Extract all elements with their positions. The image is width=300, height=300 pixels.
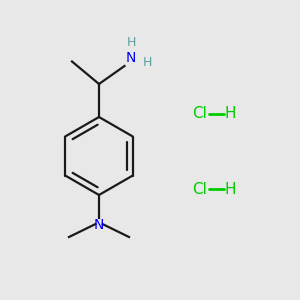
Text: H: H	[143, 56, 152, 70]
Text: H: H	[225, 182, 236, 196]
Text: H: H	[127, 36, 136, 49]
Text: H: H	[225, 106, 236, 122]
Text: N: N	[126, 50, 136, 64]
Text: N: N	[94, 218, 104, 233]
Text: Cl: Cl	[192, 106, 207, 122]
Text: Cl: Cl	[192, 182, 207, 196]
